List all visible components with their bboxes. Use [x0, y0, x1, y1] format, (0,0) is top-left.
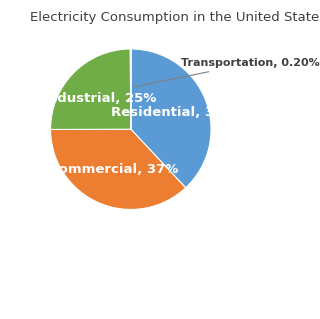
- Wedge shape: [131, 49, 211, 188]
- Wedge shape: [51, 129, 186, 210]
- Text: Commercial, 37%: Commercial, 37%: [49, 163, 178, 176]
- Text: Residential, 38%: Residential, 38%: [111, 106, 237, 119]
- Wedge shape: [51, 49, 131, 130]
- Text: Electricity Consumption in the United States by Sector (2016): Electricity Consumption in the United St…: [30, 11, 320, 24]
- Text: Industrial, 25%: Industrial, 25%: [43, 92, 156, 105]
- Wedge shape: [130, 49, 131, 129]
- Text: Transportation, 0.20%: Transportation, 0.20%: [133, 58, 319, 87]
